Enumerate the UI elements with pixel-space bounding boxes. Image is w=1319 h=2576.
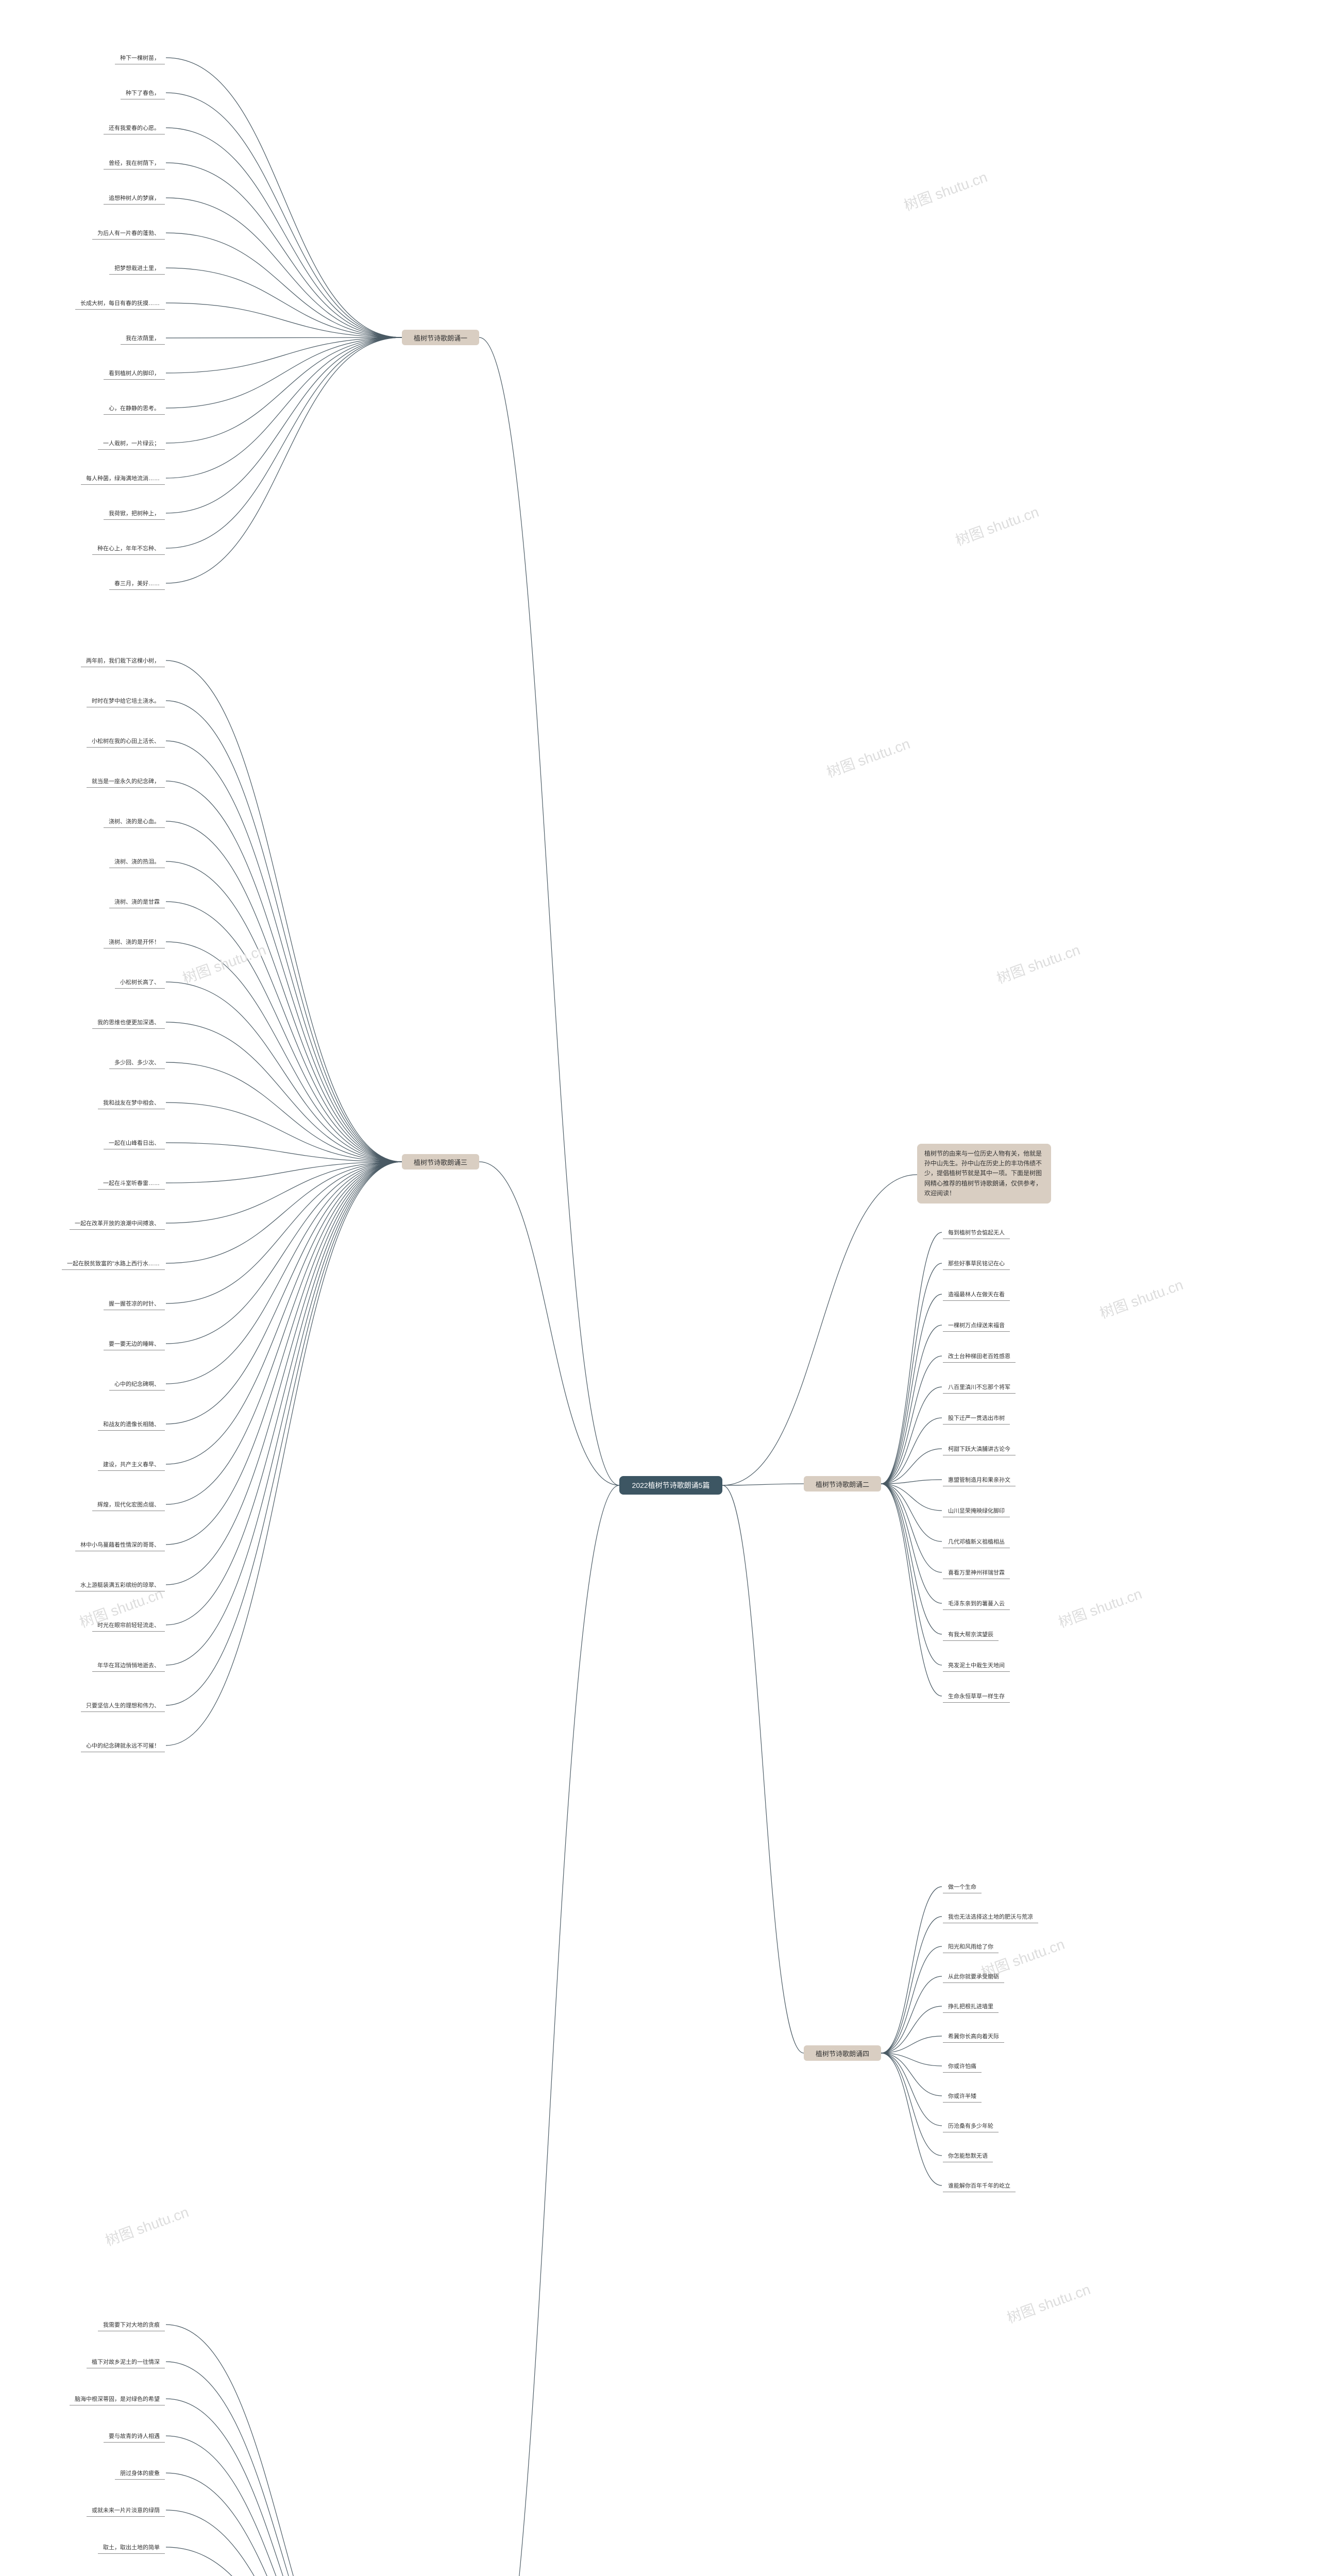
leaf-node[interactable]: 就当是一座永久的纪念碑，	[87, 775, 165, 788]
leaf-node[interactable]: 和战友的遗像长相随、	[98, 1418, 165, 1431]
leaf-node[interactable]: 做一个生命	[943, 1880, 982, 1893]
leaf-node[interactable]: 希冀你长高向着天际	[943, 2030, 1004, 2043]
branch-node-b4[interactable]: 植树节诗歌朗诵二	[804, 1476, 881, 1492]
center-node[interactable]: 2022植树节诗歌朗诵5篇	[619, 1476, 722, 1495]
leaf-node[interactable]: 每人种菌，绿海满地流淌……	[81, 472, 165, 485]
leaf-node[interactable]: 只要坚信人生的理想和伟力、	[81, 1699, 165, 1712]
leaf-node[interactable]: 心中的纪念碑就永远不可摧！	[81, 1739, 165, 1752]
leaf-node[interactable]: 喜看万里神州祥瑞甘霖	[943, 1566, 1010, 1579]
leaf-node[interactable]: 小松树在我的心田上活长、	[87, 735, 165, 748]
leaf-node[interactable]: 你或许半矮	[943, 2090, 982, 2103]
leaf-node[interactable]: 时时在梦中给它培土浇水。	[87, 694, 165, 707]
leaf-node[interactable]: 我需要下对大地的贪痕	[98, 2318, 165, 2331]
leaf-node[interactable]: 看到植树人的脚印，	[104, 367, 165, 380]
leaf-node[interactable]: 惠盟管制造月和果亲孙文	[943, 1473, 1016, 1486]
leaf-node[interactable]: 我在浓荫里，	[121, 332, 165, 345]
leaf-node[interactable]: 种在心上，年年不忘种、	[92, 542, 165, 555]
leaf-node[interactable]: 两年前，我们栽下这棵小树，	[81, 654, 165, 667]
leaf-node[interactable]: 握一握苍凉的时针、	[104, 1297, 165, 1310]
watermark: 树图 shutu.cn	[179, 939, 268, 988]
watermark: 树图 shutu.cn	[952, 501, 1041, 550]
branch-node-b2[interactable]: 植树节诗歌朗诵三	[402, 1154, 479, 1170]
leaf-node[interactable]: 我和战友在梦中相会、	[98, 1096, 165, 1109]
leaf-node[interactable]: 取土，取出土地的简单	[98, 2541, 165, 2554]
leaf-node[interactable]: 把梦想栽进土里，	[109, 262, 165, 275]
mindmap-canvas: 树图 shutu.cn 树图 shutu.cn 树图 shutu.cn 树图 shut…	[0, 0, 1319, 2576]
leaf-node[interactable]: 为后人有一片春的蓬勃、	[92, 227, 165, 240]
leaf-node[interactable]: 几代邓植新义祖植相丛	[943, 1535, 1010, 1548]
leaf-node[interactable]: 脑海中根深蒂固，是对绿色的希望	[70, 2393, 165, 2405]
watermark: 树图 shutu.cn	[1004, 2278, 1093, 2328]
leaf-node[interactable]: 我荷锨，把树种上，	[104, 507, 165, 520]
leaf-node[interactable]: 一人栽树，一片绿云；	[98, 437, 165, 450]
leaf-node[interactable]: 那些好事草民铭记在心	[943, 1257, 1010, 1270]
leaf-node[interactable]: 林中小鸟蔓藉着性情深的哥哥、	[75, 1538, 165, 1551]
leaf-node[interactable]: 改土台种梯田老百姓感恩	[943, 1350, 1016, 1363]
leaf-node[interactable]: 一起在脱贫致富的"水路上西行水……	[62, 1257, 165, 1270]
leaf-node[interactable]: 历沧桑有多少年轮	[943, 2120, 999, 2132]
leaf-node[interactable]: 朋过身体的疲惫	[115, 2467, 165, 2480]
branch-node-b1[interactable]: 植树节诗歌朗诵一	[402, 330, 479, 345]
leaf-node[interactable]: 挣扎把根扎进墙里	[943, 2000, 999, 2013]
leaf-node[interactable]: 浇树、浇的热泪。	[109, 855, 165, 868]
leaf-node[interactable]: 要与故青的诗人相遇	[104, 2430, 165, 2443]
watermark: 树图 shutu.cn	[102, 2201, 191, 2250]
leaf-node[interactable]: 从此你就要承受磨砺	[943, 1970, 1004, 1983]
leaf-node[interactable]: 建设，共产主义春早、	[98, 1458, 165, 1471]
leaf-node[interactable]: 种下一棵树苗，	[115, 52, 165, 64]
leaf-node[interactable]: 一起在斗室听春雷……	[98, 1177, 165, 1190]
leaf-node[interactable]: 生命永恒草草一样生存	[943, 1690, 1010, 1703]
leaf-node[interactable]: 植下对故乡泥土的一往情深	[87, 2355, 165, 2368]
leaf-node[interactable]: 心中的纪念碑啊、	[109, 1378, 165, 1391]
leaf-node[interactable]: 一起在山峰看日出、	[104, 1137, 165, 1149]
leaf-node[interactable]: 山川显荣掩映绿化脚印	[943, 1504, 1010, 1517]
leaf-node[interactable]: 小松树长高了、	[115, 976, 165, 989]
leaf-node[interactable]: 浇树、浇的是开怀！	[104, 936, 165, 948]
leaf-node[interactable]: 辉煌，现代化宏图点缀、	[92, 1498, 165, 1511]
leaf-node[interactable]: 每到植树节会惦起无人	[943, 1226, 1010, 1239]
leaf-node[interactable]: 造福最林人在做天在看	[943, 1288, 1010, 1301]
leaf-node[interactable]: 股下迁严一贯选出市树	[943, 1412, 1010, 1425]
leaf-node[interactable]: 谁能解你百年千年的屹立	[943, 2179, 1016, 2192]
leaf-node[interactable]: 柯甜下跃大滇脯讲古论今	[943, 1443, 1016, 1455]
leaf-node[interactable]: 浇树、浇的是甘霖	[109, 895, 165, 908]
leaf-node[interactable]: 年华在耳边悄悄地逝去、	[92, 1659, 165, 1672]
leaf-node[interactable]: 曾经，我在树荫下，	[104, 157, 165, 170]
leaf-node[interactable]: 一起在改革开放的浪潮中间搏浪、	[70, 1217, 165, 1230]
leaf-node[interactable]: 你或许怕痛	[943, 2060, 982, 2073]
leaf-node[interactable]: 种下了春色，	[121, 87, 165, 99]
leaf-node[interactable]: 还有我爱春的心愿。	[104, 122, 165, 134]
leaf-node[interactable]: 你怎能愁默无语	[943, 2149, 993, 2162]
leaf-node[interactable]: 阳光和风雨给了你	[943, 1940, 999, 1953]
leaf-node[interactable]: 有我大帮京滨望辰	[943, 1628, 999, 1641]
leaf-node[interactable]: 毛泽东亲到的薯蔓入云	[943, 1597, 1010, 1610]
leaf-node[interactable]: 水上游艇装满五彩缤纷的琼翠、	[75, 1579, 165, 1591]
watermark: 树图 shutu.cn	[1055, 1583, 1144, 1632]
leaf-node[interactable]: 我也无法选择这土地的肥沃与荒凉	[943, 1910, 1038, 1923]
watermark: 树图 shutu.cn	[1096, 1274, 1186, 1323]
leaf-node[interactable]: 八百里滇川不忘那个将军	[943, 1381, 1016, 1394]
leaf-node[interactable]: 长成大树，每日有春的抚摸……	[75, 297, 165, 310]
leaf-node[interactable]: 时光在眼帘前轻轻流走、	[92, 1619, 165, 1632]
watermark: 树图 shutu.cn	[823, 733, 912, 782]
leaf-node[interactable]: 一棵树万点绿送来福音	[943, 1319, 1010, 1332]
branch-node-b5[interactable]: 植树节诗歌朗诵四	[804, 2045, 881, 2061]
leaf-node[interactable]: 或就未来一片片淡意的绿荫	[87, 2504, 165, 2517]
watermark: 树图 shutu.cn	[993, 939, 1083, 988]
leaf-node[interactable]: 追想种树人的梦寐，	[104, 192, 165, 205]
summary-node[interactable]: 植树节的由来与一位历史人物有关，他就是孙中山先生。孙中山在历史上的丰功伟绩不少，…	[917, 1144, 1051, 1204]
leaf-node[interactable]: 我的思维也便更加深透、	[92, 1016, 165, 1029]
leaf-node[interactable]: 亮发泥土中栽生天地间	[943, 1659, 1010, 1672]
leaf-node[interactable]: 春三月，美好……	[109, 577, 165, 590]
leaf-node[interactable]: 心，在静静的思考。	[104, 402, 165, 415]
leaf-node[interactable]: 多少回、多少次、	[109, 1056, 165, 1069]
edge-layer	[0, 0, 1319, 2576]
leaf-node[interactable]: 浇树、浇的是心血。	[104, 815, 165, 828]
leaf-node[interactable]: 要一要无边的睡眸、	[104, 1337, 165, 1350]
watermark: 树图 shutu.cn	[901, 166, 990, 215]
